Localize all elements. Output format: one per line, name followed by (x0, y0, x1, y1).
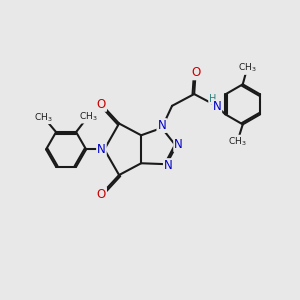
Text: O: O (191, 66, 200, 80)
Text: CH$_3$: CH$_3$ (238, 62, 256, 74)
Text: O: O (97, 98, 106, 111)
Text: N: N (158, 119, 166, 132)
Text: H: H (209, 94, 216, 104)
Text: CH$_3$: CH$_3$ (79, 110, 97, 123)
Text: N: N (212, 100, 221, 113)
Text: O: O (97, 188, 106, 201)
Text: N: N (97, 143, 106, 156)
Text: N: N (174, 138, 183, 151)
Text: CH$_3$: CH$_3$ (228, 135, 247, 148)
Text: N: N (164, 159, 172, 172)
Text: CH$_3$: CH$_3$ (34, 111, 53, 124)
